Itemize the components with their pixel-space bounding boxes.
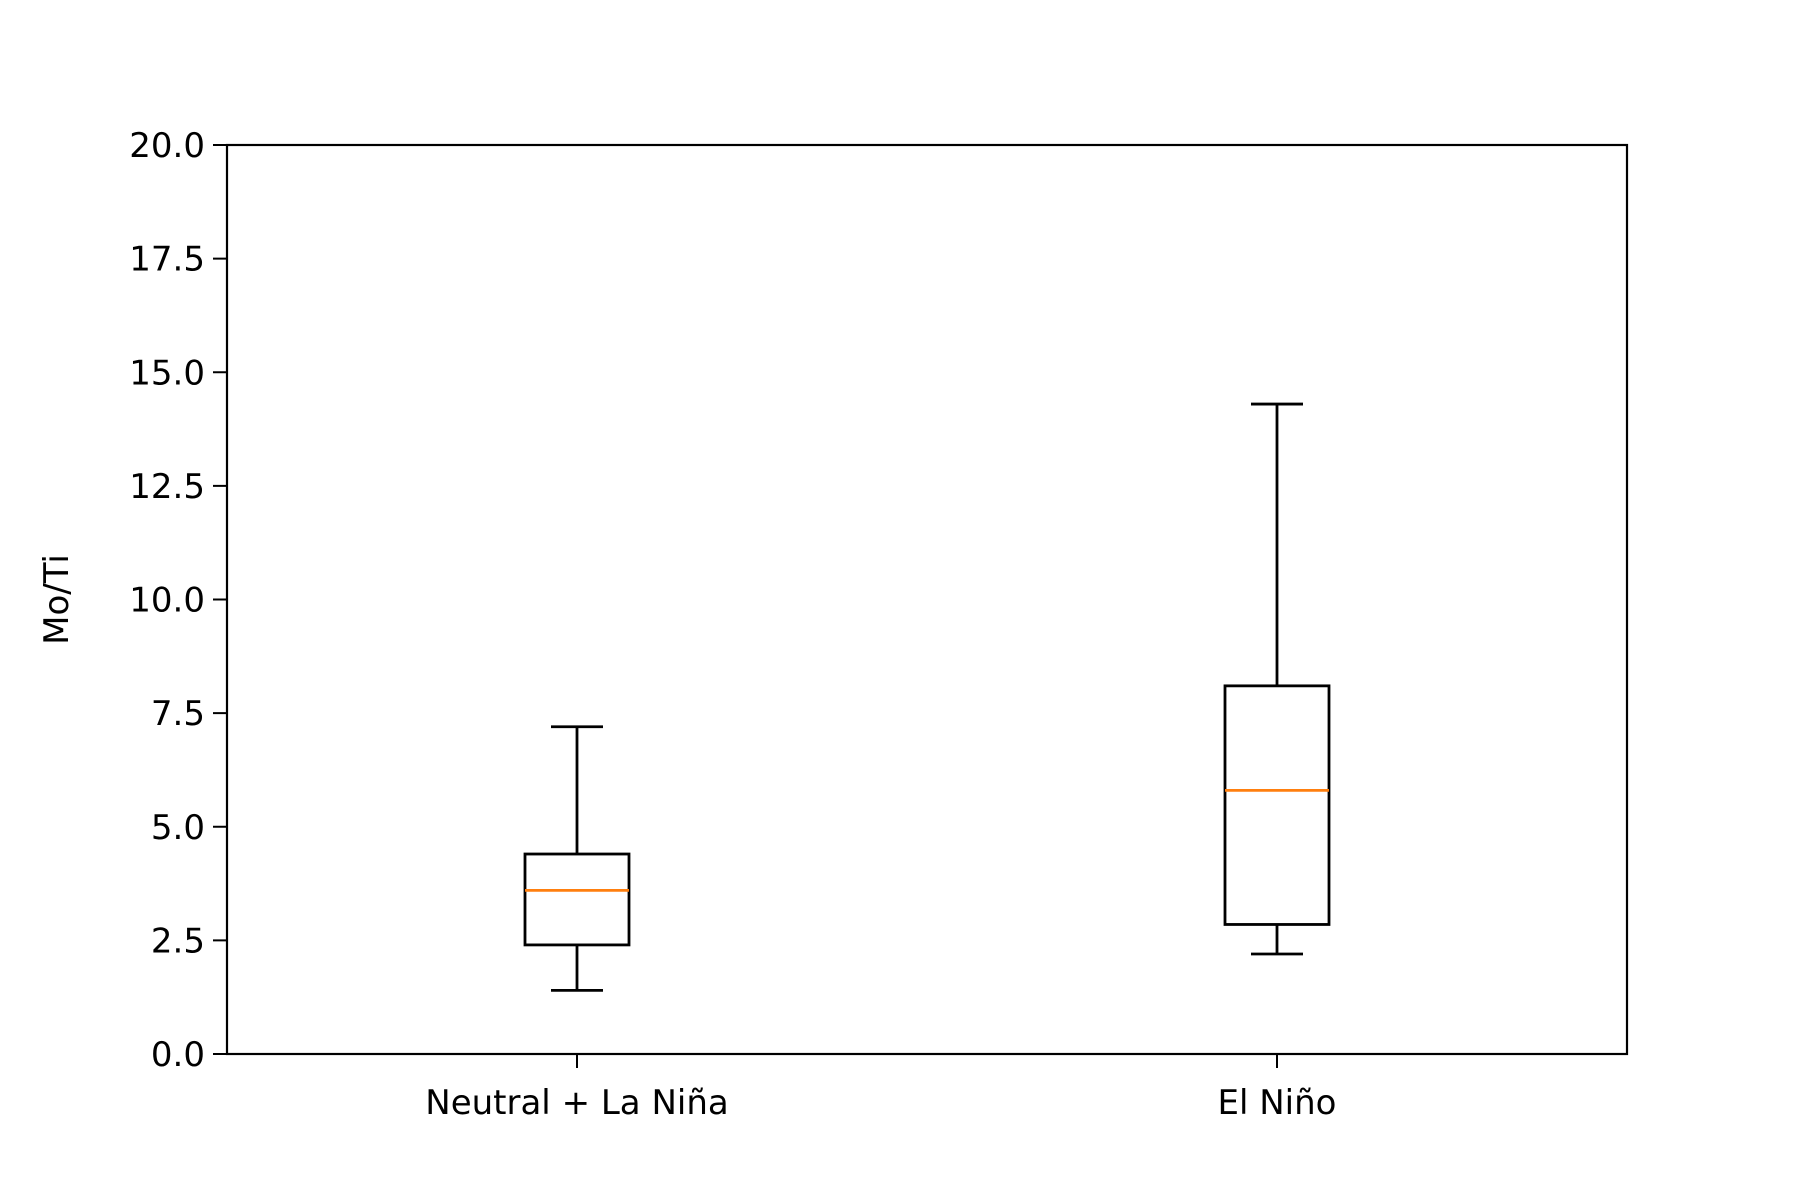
plot-frame	[225, 143, 1629, 1056]
y-tick-label: 17.5	[129, 240, 205, 280]
box-group	[1223, 402, 1331, 956]
x-tick-label: El Niño	[1218, 1083, 1337, 1123]
iqr-box	[1223, 684, 1331, 926]
y-tick-label: 2.5	[151, 921, 205, 961]
iqr-box	[523, 852, 631, 947]
y-tick-label: 12.5	[129, 467, 205, 507]
y-tick-label: 0.0	[151, 1035, 205, 1075]
x-tick-label: Neutral + La Niña	[425, 1083, 728, 1123]
box-series	[523, 402, 1331, 992]
box-group	[523, 725, 631, 992]
y-tick-label: 5.0	[151, 808, 205, 848]
y-axis-label: Mo/Ti	[37, 554, 77, 645]
y-axis-ticks: 0.0 2.5 5.0 7.5 10.0 12.5 15.0 17.5 20.0	[129, 126, 227, 1075]
y-tick-label: 7.5	[151, 694, 205, 734]
y-tick-label: 20.0	[129, 126, 205, 166]
y-tick-label: 10.0	[129, 581, 205, 621]
y-tick-label: 15.0	[129, 353, 205, 393]
x-axis-ticks: Neutral + La Niña El Niño	[425, 1054, 1336, 1123]
